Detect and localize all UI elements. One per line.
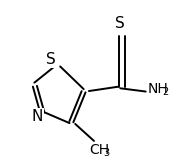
Text: 2: 2	[162, 87, 168, 97]
Text: NH: NH	[148, 82, 168, 96]
Text: 3: 3	[104, 148, 110, 158]
Text: S: S	[114, 16, 124, 31]
Text: CH: CH	[89, 143, 110, 157]
Text: S: S	[46, 52, 56, 67]
Text: N: N	[32, 109, 43, 124]
